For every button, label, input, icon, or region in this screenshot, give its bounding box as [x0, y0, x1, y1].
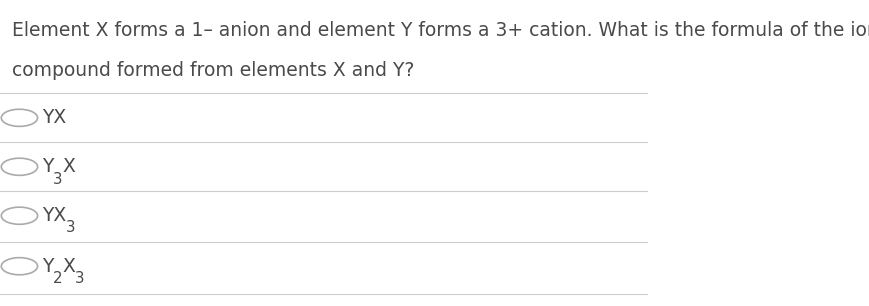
Text: YX: YX [42, 206, 66, 225]
Text: X: X [63, 257, 76, 276]
Text: Y: Y [42, 257, 54, 276]
Text: Element X forms a 1– anion and element Y forms a 3+ cation. What is the formula : Element X forms a 1– anion and element Y… [11, 21, 869, 40]
Text: Y: Y [42, 157, 54, 176]
Text: X: X [63, 157, 75, 176]
Text: 3: 3 [53, 171, 63, 187]
Text: 2: 2 [53, 271, 63, 286]
Text: 3: 3 [75, 271, 84, 286]
Text: compound formed from elements X and Y?: compound formed from elements X and Y? [11, 61, 414, 80]
Text: YX: YX [42, 108, 66, 127]
Text: 3: 3 [65, 220, 75, 236]
